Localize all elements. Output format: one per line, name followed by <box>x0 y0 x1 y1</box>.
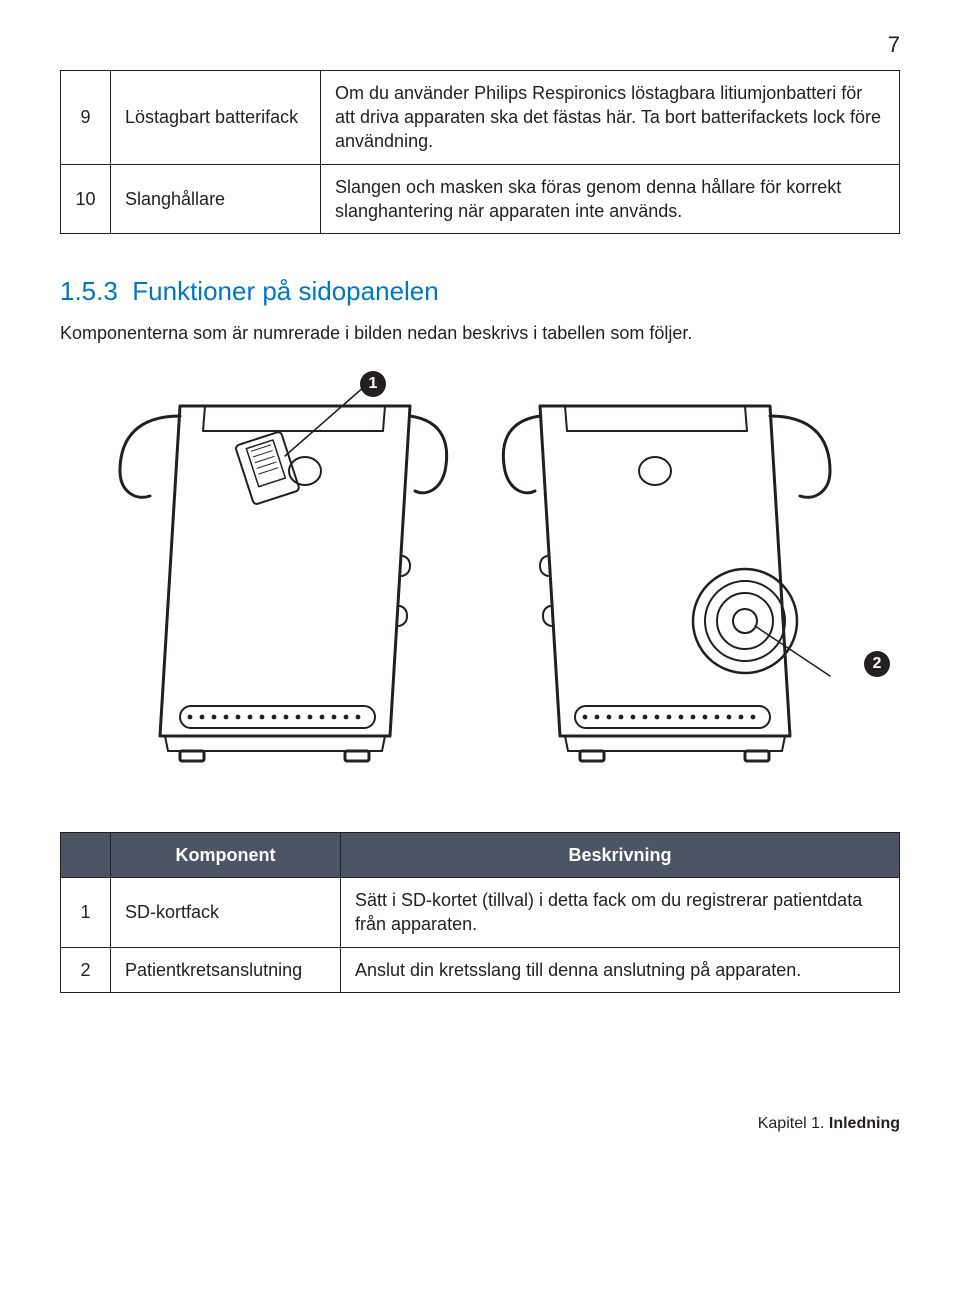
section-intro: Komponenterna som är numrerade i bilden … <box>60 321 900 345</box>
row-desc: Om du använder Philips Respironics lösta… <box>321 70 900 164</box>
figure-row: 1 <box>60 376 900 782</box>
row-desc: Anslut din kretsslang till denna anslutn… <box>341 947 900 992</box>
table-row: 10 Slanghållare Slangen och masken ska f… <box>61 164 900 234</box>
section-heading: 1.5.3 Funktioner på sidopanelen <box>60 274 900 309</box>
row-number: 10 <box>61 164 111 234</box>
row-name: SD-kortfack <box>111 878 341 948</box>
row-desc: Slangen och masken ska föras genom denna… <box>321 164 900 234</box>
callout-2-badge: 2 <box>864 651 890 677</box>
page-footer: Kapitel 1. Inledning <box>60 1113 900 1135</box>
component-table: Komponent Beskrivning 1 SD-kortfack Sätt… <box>60 832 900 993</box>
table-row: 9 Löstagbart batterifack Om du använder … <box>61 70 900 164</box>
row-name: Slanghållare <box>111 164 321 234</box>
row-number: 1 <box>61 878 111 948</box>
row-name: Patientkretsanslutning <box>111 947 341 992</box>
row-name: Löstagbart batterifack <box>111 70 321 164</box>
th-blank <box>61 832 111 877</box>
top-description-table: 9 Löstagbart batterifack Om du använder … <box>60 70 900 234</box>
footer-chapter: Inledning <box>829 1115 900 1132</box>
device-left: 1 <box>110 376 450 782</box>
table-row: 2 Patientkretsanslutning Anslut din kret… <box>61 947 900 992</box>
device-left-svg <box>110 376 450 776</box>
table-row: 1 SD-kortfack Sätt i SD-kortet (tillval)… <box>61 878 900 948</box>
th-component: Komponent <box>111 832 341 877</box>
row-number: 2 <box>61 947 111 992</box>
device-right: 2 <box>490 376 850 782</box>
section-number: 1.5.3 <box>60 276 118 306</box>
callout-1-badge: 1 <box>360 371 386 397</box>
footer-prefix: Kapitel 1. <box>758 1115 829 1132</box>
th-description: Beskrivning <box>341 832 900 877</box>
device-right-svg <box>490 376 850 776</box>
page-number: 7 <box>60 30 900 60</box>
section-title: Funktioner på sidopanelen <box>132 276 438 306</box>
row-number: 9 <box>61 70 111 164</box>
row-desc: Sätt i SD-kortet (tillval) i detta fack … <box>341 878 900 948</box>
